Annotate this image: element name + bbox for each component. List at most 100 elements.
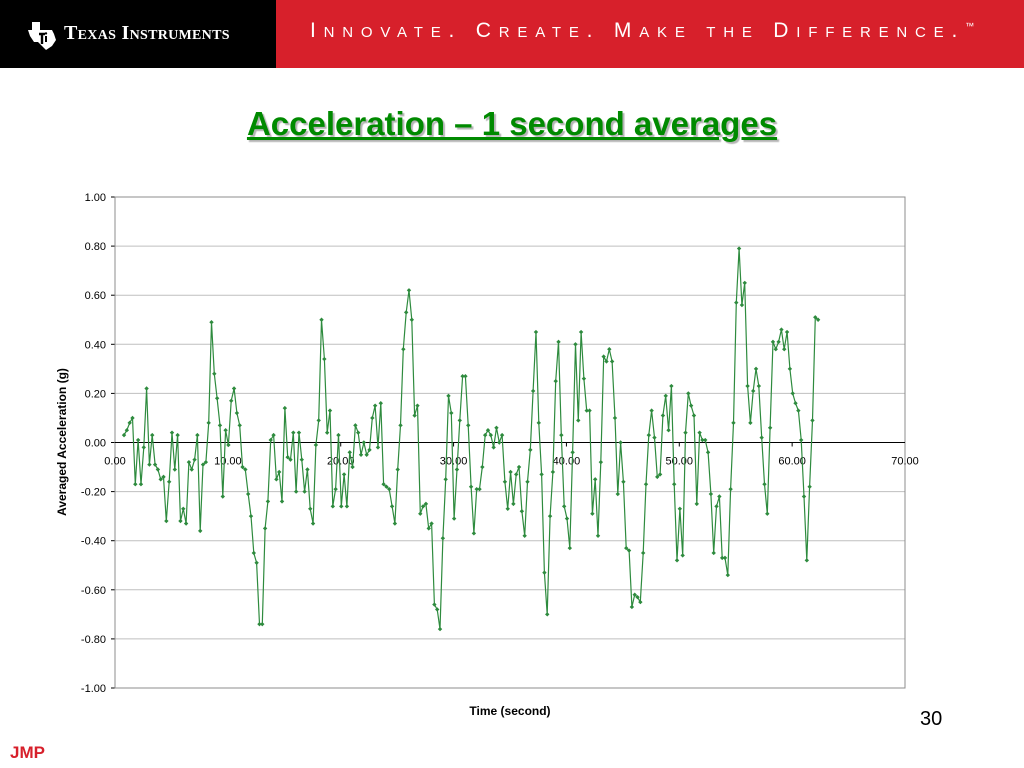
data-point <box>172 467 178 472</box>
data-point <box>200 462 206 467</box>
data-point <box>677 506 683 511</box>
data-point <box>570 450 575 455</box>
data-point <box>640 550 646 556</box>
x-tick-label: 30.00 <box>440 456 468 468</box>
data-point <box>322 356 327 362</box>
data-point <box>480 464 485 470</box>
data-point <box>432 602 437 607</box>
y-tick-label: -1.00 <box>81 683 106 695</box>
data-point <box>443 477 448 482</box>
data-point <box>782 347 787 352</box>
data-point <box>669 383 674 389</box>
data-point <box>164 518 169 524</box>
data-point <box>762 482 767 487</box>
data-point <box>420 504 426 509</box>
data-point <box>389 504 395 509</box>
data-point <box>731 420 736 426</box>
data-point <box>339 504 344 509</box>
series-layer <box>121 246 821 632</box>
x-axis-title: Time (second) <box>469 704 550 718</box>
data-point <box>223 428 228 433</box>
data-point <box>739 302 745 308</box>
data-point <box>401 347 406 352</box>
data-point <box>387 486 392 492</box>
data-point <box>463 374 468 379</box>
data-point <box>798 437 804 443</box>
data-point <box>166 479 172 484</box>
data-point <box>378 401 383 406</box>
data-point <box>423 501 429 507</box>
data-point <box>688 403 694 408</box>
data-point <box>412 413 417 418</box>
data-point <box>372 403 378 408</box>
data-point <box>576 418 581 423</box>
data-point <box>356 430 361 435</box>
data-point <box>446 393 451 399</box>
data-point <box>358 452 364 457</box>
data-point <box>435 607 440 612</box>
data-point <box>257 621 262 627</box>
data-point <box>499 432 505 438</box>
data-point <box>553 378 558 384</box>
data-point <box>787 366 793 372</box>
data-point <box>189 467 194 472</box>
data-point <box>482 432 488 438</box>
data-point <box>674 558 680 563</box>
data-point <box>169 430 175 435</box>
data-point <box>395 467 400 472</box>
data-point <box>612 415 618 421</box>
data-point <box>398 423 403 428</box>
x-tick-label: 40.00 <box>553 456 581 468</box>
data-point <box>525 479 530 484</box>
data-point <box>815 317 821 322</box>
tagline-box: Innovate. Create. Make the Difference.™ <box>276 0 1024 68</box>
y-tick-label: -0.40 <box>81 536 106 548</box>
data-point <box>308 506 313 511</box>
data-point <box>212 371 217 376</box>
data-point <box>138 482 144 487</box>
data-point <box>686 391 691 396</box>
data-point <box>406 288 412 293</box>
data-point <box>722 555 728 561</box>
data-point <box>725 572 731 578</box>
data-point <box>231 386 237 391</box>
texas-state-icon <box>28 22 56 50</box>
data-point <box>779 327 784 332</box>
data-point <box>697 430 702 435</box>
data-point <box>124 428 130 433</box>
data-point <box>528 447 533 453</box>
data-point <box>736 246 742 251</box>
y-tick-label: 1.00 <box>85 192 106 204</box>
y-tick-label: -0.60 <box>81 585 106 597</box>
data-point <box>198 528 203 534</box>
data-point <box>545 612 550 617</box>
data-point <box>426 526 431 531</box>
data-point <box>195 432 200 438</box>
data-point <box>607 347 612 352</box>
data-point <box>265 499 271 504</box>
data-point <box>810 418 815 423</box>
x-tick-label: 50.00 <box>666 456 694 468</box>
data-point <box>567 545 573 551</box>
data-point <box>248 513 254 519</box>
data-point <box>604 359 609 364</box>
data-point <box>418 511 423 516</box>
data-point <box>437 626 443 632</box>
data-point <box>209 320 214 325</box>
data-point <box>415 403 420 408</box>
data-point <box>556 339 561 345</box>
data-point <box>186 459 192 465</box>
data-point <box>505 506 510 511</box>
data-point <box>319 317 324 322</box>
data-point <box>719 555 725 561</box>
data-point <box>666 428 671 433</box>
data-point <box>573 342 578 347</box>
data-point <box>581 376 587 381</box>
data-point <box>133 482 138 487</box>
x-tick-label: 70.00 <box>891 456 919 468</box>
data-point <box>519 509 525 514</box>
data-point <box>347 450 352 455</box>
data-point <box>277 469 282 475</box>
data-point <box>144 386 149 391</box>
data-point <box>497 440 502 445</box>
